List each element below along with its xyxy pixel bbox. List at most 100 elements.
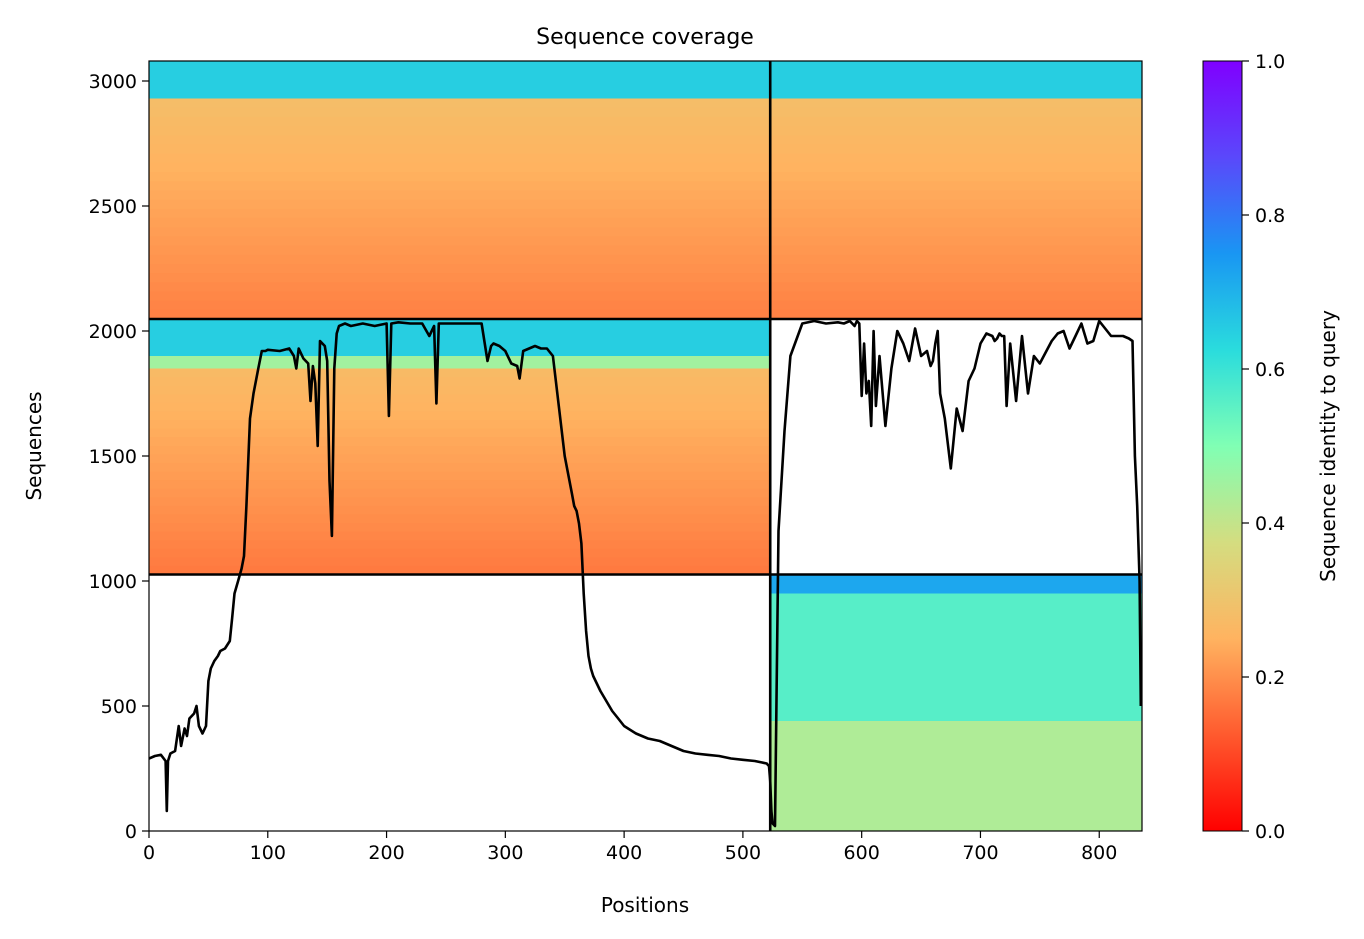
y-tick-label: 500 (101, 696, 137, 718)
heatmap-band (770, 574, 1142, 594)
heatmap-band (149, 411, 771, 421)
heatmap-band (149, 199, 771, 210)
heatmap-band (149, 116, 771, 127)
heatmap-block-chain1-chain3 (149, 61, 771, 320)
y-axis-label: Sequences (22, 391, 46, 500)
heatmap-band (149, 181, 771, 191)
colorbar-tick-label: 0.6 (1255, 359, 1285, 381)
heatmap-band (770, 116, 1142, 127)
heatmap-band (149, 368, 771, 378)
heatmap-band (770, 309, 1142, 320)
heatmap-band (770, 227, 1142, 237)
heatmap-band (149, 263, 771, 274)
heatmap-band (149, 153, 771, 164)
heatmap-band (149, 514, 771, 524)
colorbar (1202, 60, 1243, 832)
heatmap-band (149, 565, 771, 576)
heatmap-band (770, 190, 1142, 201)
x-axis-ticks: 0 100 200 300 400 500 600 700 800 (143, 831, 1117, 864)
heatmap-band (770, 273, 1142, 283)
heatmap-band (770, 126, 1142, 136)
chain-boundaries (149, 61, 1142, 831)
heatmap-band (770, 208, 1142, 219)
heatmap-band (149, 356, 771, 369)
heatmap-band (149, 144, 771, 155)
heatmap-band (149, 377, 771, 387)
heatmap-band (149, 217, 771, 228)
heatmap-band (149, 107, 771, 118)
heatmap-band (149, 282, 771, 293)
heatmap-band (149, 548, 771, 558)
heatmap-band (770, 282, 1142, 293)
x-tick-label: 600 (844, 842, 880, 864)
heatmap-band (149, 497, 771, 507)
plot-frame (148, 60, 1143, 832)
heatmap-band (149, 454, 771, 464)
x-tick-label: 200 (368, 842, 404, 864)
y-tick-label: 0 (125, 821, 137, 843)
x-tick-label: 500 (725, 842, 761, 864)
x-tick-label: 700 (962, 842, 998, 864)
heatmap-band (149, 462, 771, 473)
heatmap-band (149, 505, 771, 516)
heatmap-band (149, 480, 771, 490)
heatmap-band (149, 540, 771, 550)
heatmap-band (149, 531, 771, 541)
heatmap-band (149, 190, 771, 201)
heatmap-band (770, 162, 1142, 173)
heatmap-band (770, 217, 1142, 228)
heatmap-band (149, 445, 771, 455)
heatmap-band (770, 593, 1142, 721)
x-tick-label: 300 (487, 842, 523, 864)
heatmap-band (149, 61, 771, 99)
heatmap-band (149, 162, 771, 173)
heatmap-band (149, 172, 771, 182)
y-tick-label: 1000 (89, 571, 137, 593)
heatmap-band (770, 236, 1142, 247)
heatmap-band (149, 557, 771, 567)
heatmap-band (149, 385, 771, 395)
heatmap-band (770, 98, 1142, 109)
y-tick-label: 3000 (89, 71, 137, 93)
heatmap-band (149, 471, 771, 481)
colorbar-tick-label: 0.8 (1255, 205, 1285, 227)
heatmap-band (770, 721, 1142, 831)
y-tick-label: 1500 (89, 446, 137, 468)
heatmap-band (149, 428, 771, 438)
heatmap-band (149, 488, 771, 498)
heatmap-band (770, 300, 1142, 311)
heatmap-band (149, 402, 771, 413)
heatmap-band (149, 236, 771, 247)
heatmap-band (149, 245, 771, 256)
heatmap-band (770, 172, 1142, 182)
heatmap-band (770, 263, 1142, 274)
heatmap-band (149, 273, 771, 283)
colorbar-tick-label: 0.4 (1255, 513, 1285, 535)
heatmap-block-chain2-only (770, 574, 1142, 831)
colorbar-ticks: 0.0 0.2 0.4 0.6 0.8 1.0 (1242, 51, 1285, 843)
heatmap-band (770, 107, 1142, 118)
heatmap-blocks (149, 61, 1142, 831)
heatmap-band (770, 181, 1142, 191)
heatmap-band (770, 245, 1142, 256)
colorbar-label: Sequence identity to query (1316, 310, 1340, 582)
x-tick-label: 800 (1081, 842, 1117, 864)
heatmap-band (149, 227, 771, 237)
heatmap-band (149, 394, 771, 404)
heatmap-band (149, 523, 771, 533)
heatmap-band (770, 199, 1142, 210)
heatmap-band (149, 135, 771, 146)
x-tick-label: 400 (606, 842, 642, 864)
x-tick-label: 100 (250, 842, 286, 864)
heatmap-band (149, 208, 771, 219)
heatmap-block-chain2-chain3 (770, 61, 1142, 320)
colorbar-tick-label: 0.2 (1255, 667, 1285, 689)
coverage-line (149, 319, 1142, 828)
heatmap-band (770, 153, 1142, 164)
heatmap-band (149, 126, 771, 136)
heatmap-band (149, 420, 771, 430)
heatmap-band (770, 144, 1142, 155)
heatmap-band (149, 437, 771, 447)
chart-title: Sequence coverage (536, 25, 754, 50)
